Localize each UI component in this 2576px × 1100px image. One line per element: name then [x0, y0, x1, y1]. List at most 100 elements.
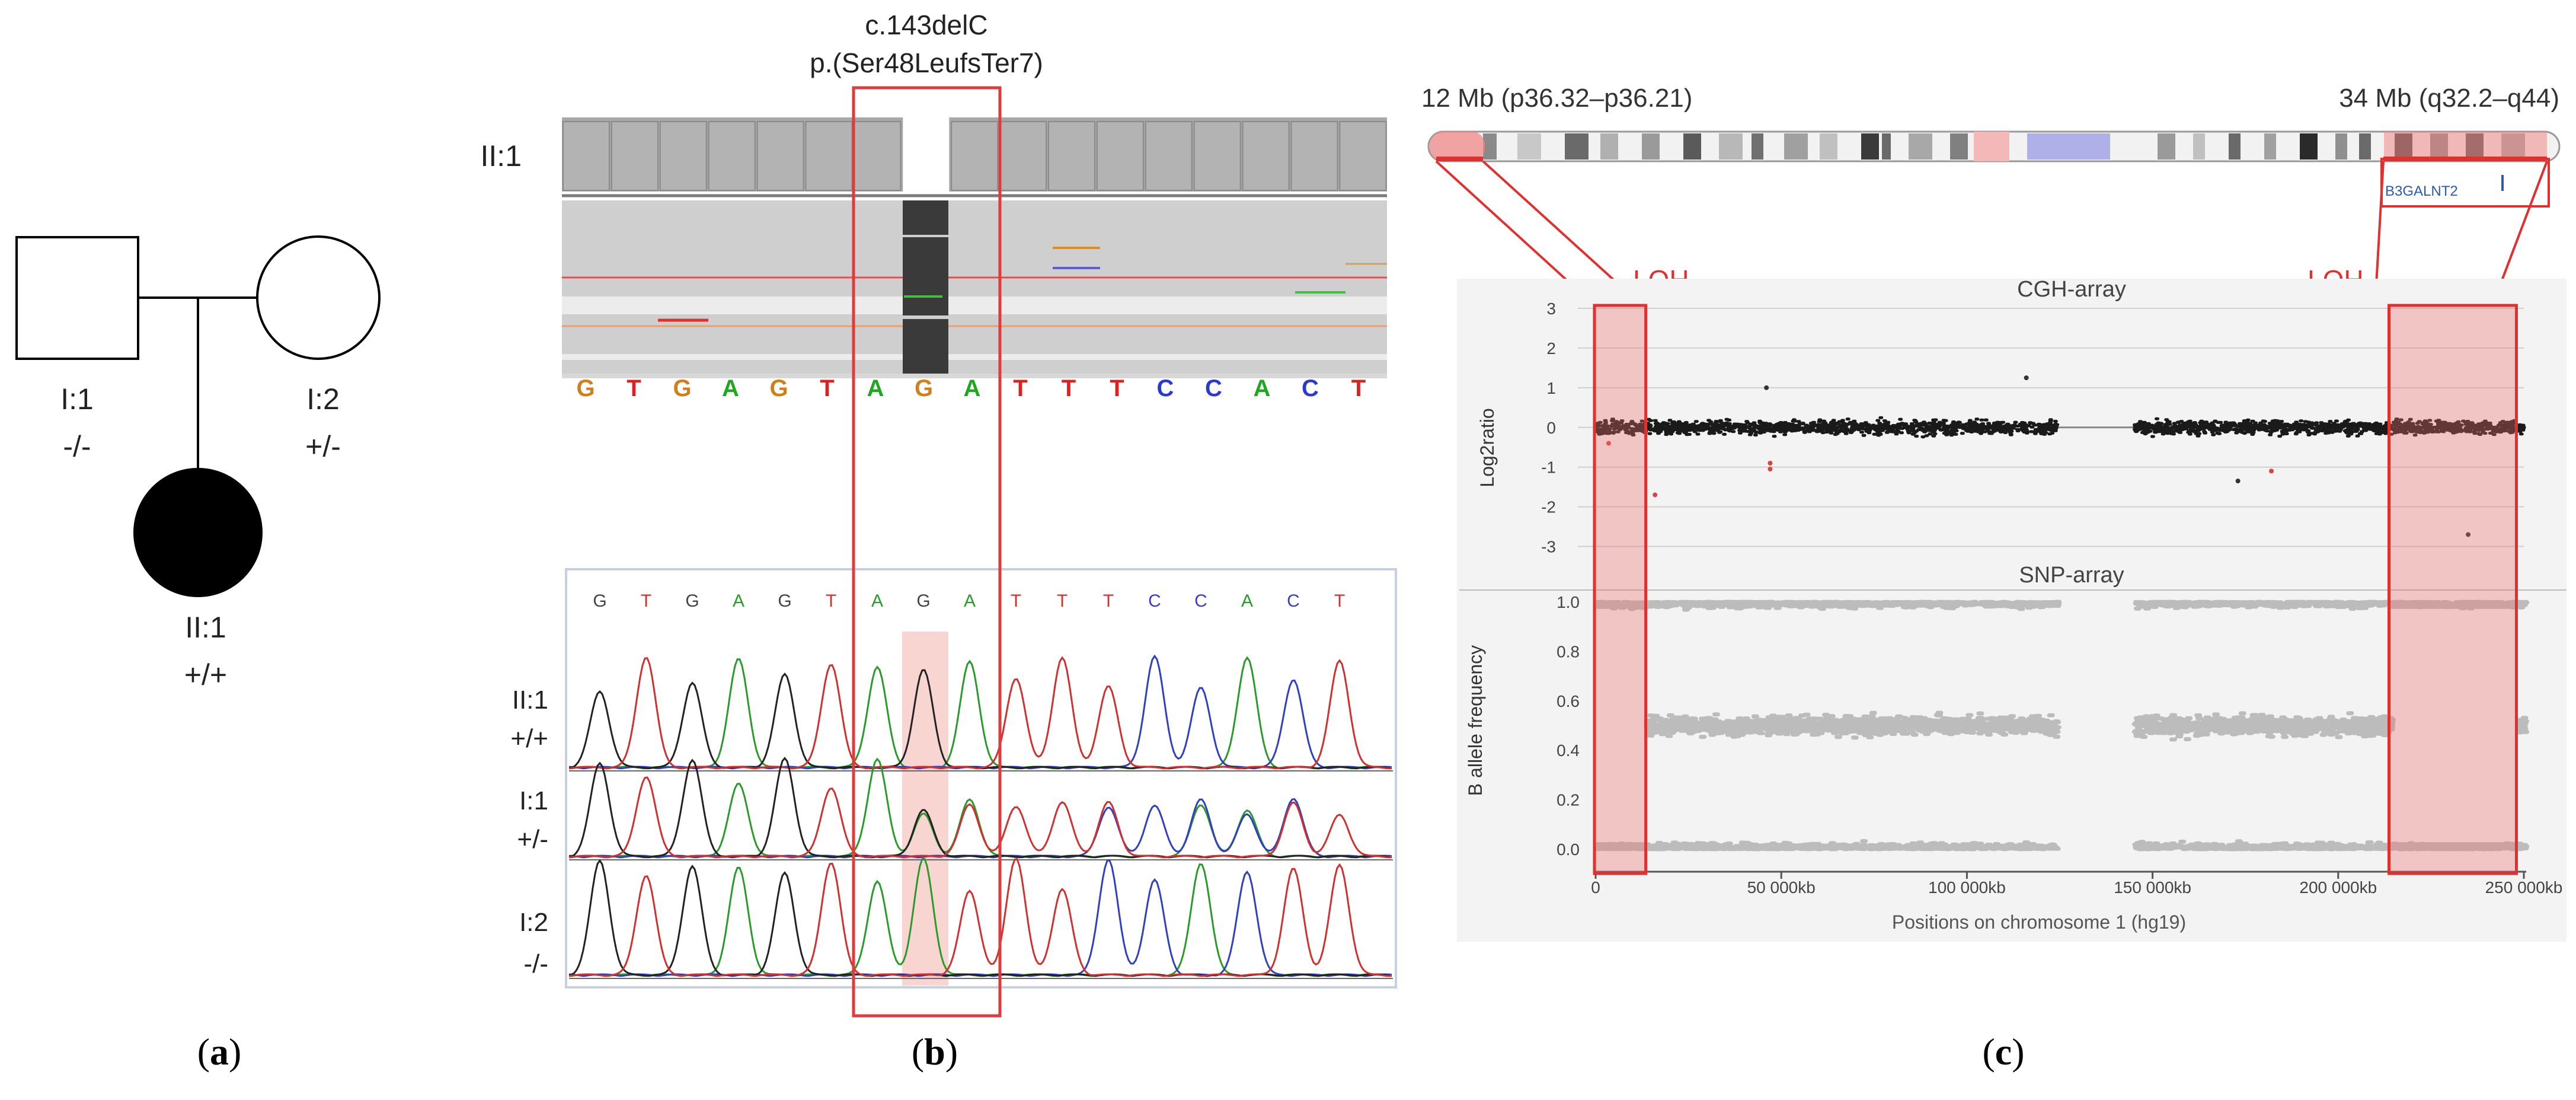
sanger-base: G [593, 591, 606, 611]
loh-region-fill [1594, 305, 1646, 873]
chromosome-band [1600, 133, 1618, 160]
chromosome-band [2300, 133, 2318, 160]
cgh-ytick: 1 [1546, 379, 1556, 397]
sanger-trace-T [568, 656, 1392, 770]
loh-boxes [1593, 304, 2518, 875]
chromosome-band [1565, 133, 1589, 160]
sanger-track-id-2: I:1 [519, 786, 548, 815]
cgh-ytick: -2 [1541, 498, 1556, 516]
sanger-trace-T [568, 776, 1392, 859]
reference-base: T [627, 375, 641, 401]
coverage-bin [1048, 121, 1095, 191]
reference-base: C [1157, 375, 1174, 401]
chromosome-band [1683, 133, 1701, 160]
sanger-tracks [568, 654, 1393, 979]
reference-base: T [1351, 375, 1366, 401]
ideogram-loh-right [2384, 132, 2547, 161]
sanger-base: T [1103, 591, 1114, 611]
coverage-bin [805, 121, 853, 191]
igv-deletion-block [903, 200, 948, 378]
chromosome-band [2335, 133, 2347, 160]
sanger-trace-T [568, 858, 1392, 977]
snp-xtick: 200 000kb [2299, 878, 2377, 897]
sanger-labels: II:1 +/+ I:1 +/- I:2 -/- [510, 685, 548, 978]
reference-base: T [1013, 375, 1027, 401]
ideogram-loh-bar-left [1436, 157, 1483, 161]
snp-ytick: 0.4 [1557, 741, 1580, 760]
sanger-highlight [902, 632, 948, 986]
reference-base: G [673, 375, 691, 401]
reference-base: C [1205, 375, 1222, 401]
igv-read-gap [562, 296, 1387, 314]
sanger-track-genotype-2: +/- [517, 825, 548, 854]
sanger-base: T [1057, 591, 1068, 611]
left-region-label: 12 Mb (p36.32–p36.21) [1421, 84, 1692, 113]
variant-highlight-box [852, 86, 1002, 1018]
coverage-bin [854, 121, 902, 191]
sanger-track-genotype-3: -/- [523, 949, 548, 978]
sanger-base: A [871, 591, 883, 611]
loh-region-outline [1593, 304, 1648, 875]
coverage-bin [1242, 121, 1290, 191]
cgh-outlier [1768, 461, 1773, 465]
chromosome-band [1642, 133, 1660, 160]
snp-title: SNP-array [2019, 563, 2124, 588]
sanger-view: G T G A G T A G A T T T C C A C T II:1 +/+ I:1 +/- I:2 -… [510, 568, 1397, 989]
cgh-ytick: -1 [1541, 458, 1556, 477]
snp-ytick: 0.2 [1557, 791, 1580, 809]
chromosome-band [1820, 133, 1837, 160]
sanger-track-id-1: II:1 [512, 685, 548, 715]
coverage-bin [1145, 121, 1193, 191]
igv-coverage-cells [562, 117, 1387, 192]
reference-base: A [1254, 375, 1271, 401]
proband-genotype: +/+ [184, 658, 227, 691]
plots-background [1457, 279, 2567, 942]
cgh-ytick: 0 [1546, 419, 1556, 437]
chromosome-band [2264, 133, 2276, 160]
chromosome-band [1882, 133, 1891, 160]
snp-xtick: 0 [1591, 878, 1600, 897]
snp-xlabel: Positions on chromosome 1 (hg19) [1892, 911, 2186, 933]
gene-region-box [2380, 158, 2550, 208]
panel-letter-c: c [1995, 1031, 2012, 1073]
coverage-bin [562, 121, 610, 191]
panel-letter-a: a [210, 1031, 229, 1073]
chromosome-band [1752, 133, 1763, 160]
reference-base: G [576, 375, 595, 401]
coverage-bin [1096, 121, 1144, 191]
sanger-base: G [778, 591, 791, 611]
variant-protein: p.(Ser48LeufsTer7) [810, 47, 1043, 78]
coverage-bin [708, 121, 756, 191]
proband-id: II:1 [185, 611, 226, 644]
pedigree: I:1 -/- I:2 +/- II:1 +/+ [15, 235, 381, 691]
chromosome-band [1909, 133, 1932, 160]
snp-ytick: 0.8 [1557, 642, 1580, 661]
loh-region-fill [2389, 305, 2517, 873]
reference-base: T [820, 375, 834, 401]
father-genotype: -/- [63, 430, 91, 463]
chromosome-band [2158, 133, 2175, 160]
sanger-base: C [1148, 591, 1161, 611]
sanger-track-genotype-1: +/+ [510, 724, 548, 753]
sanger-base: T [1334, 591, 1345, 611]
sanger-base: C [1194, 591, 1207, 611]
mother-symbol [256, 235, 381, 360]
father-id: I:1 [60, 382, 94, 416]
panel-label-c: (c) [1982, 1031, 2024, 1073]
sanger-base: G [685, 591, 699, 611]
coverage-bin [1193, 121, 1241, 191]
sanger-frame [565, 568, 1397, 989]
coverage-bin [951, 121, 999, 191]
coverage-bin [1290, 121, 1338, 191]
right-region-label: 34 Mb (q32.2–q44) [2339, 84, 2559, 113]
snp-xtick: 50 000kb [1747, 878, 1816, 897]
chromosome-band [2359, 133, 2371, 160]
cgh-outlier [2269, 468, 2274, 474]
snp-xtick: 150 000kb [2114, 878, 2191, 897]
cgh-title: CGH-array [2017, 277, 2126, 302]
cgh-ytick: -3 [1541, 538, 1556, 556]
cgh-outlier [1606, 441, 1611, 446]
gene-label: B3GALNT2 [2385, 183, 2458, 199]
centromere-left [1974, 132, 1992, 161]
